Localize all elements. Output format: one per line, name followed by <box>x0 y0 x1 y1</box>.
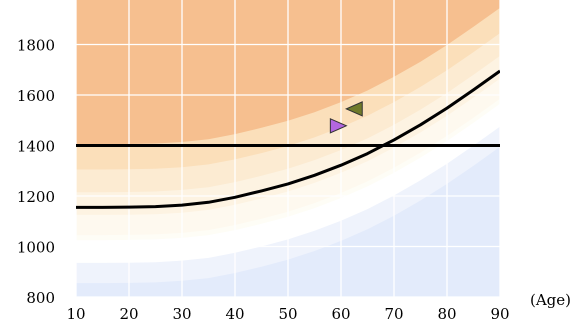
series-lines <box>76 69 500 209</box>
x-tick-label: 70 <box>384 305 403 323</box>
x-tick-label: 90 <box>490 305 509 323</box>
y-tick-label: 2000 <box>17 0 55 4</box>
x-tick-label: 50 <box>278 305 297 323</box>
y-tick-label: 1200 <box>17 188 55 206</box>
tick-labels: 10 20 30 40 50 60 70 80 90 800 1000 1200 1400 1600 180… <box>17 0 510 323</box>
series-line-1 <box>76 69 500 209</box>
marker-1 <box>329 118 348 134</box>
y-tick-label: 800 <box>26 289 55 307</box>
y-tick-label: 1600 <box>17 87 55 105</box>
marker-2 <box>345 101 363 117</box>
x-axis-label: (Age) <box>530 291 571 309</box>
y-tick-label: 1800 <box>17 37 55 55</box>
y-tick-label: 1400 <box>17 138 55 156</box>
x-tick-label: 40 <box>225 305 244 323</box>
x-tick-label: 80 <box>437 305 456 323</box>
y-tick-label: 1000 <box>17 239 55 257</box>
x-tick-label: 20 <box>119 305 138 323</box>
x-tick-label: 10 <box>66 305 85 323</box>
x-tick-label: 30 <box>172 305 191 323</box>
x-tick-label: 60 <box>331 305 350 323</box>
markers <box>329 101 363 134</box>
